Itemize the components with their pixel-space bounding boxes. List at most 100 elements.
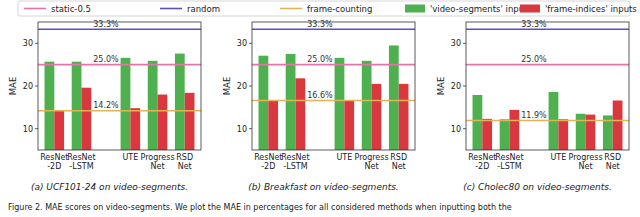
legend-label: random	[187, 4, 220, 14]
y-tick-label: 10	[451, 125, 461, 134]
bar	[81, 88, 91, 150]
y-tick-label: 30	[23, 39, 33, 48]
x-tick-line: Net	[606, 162, 620, 171]
y-tick-label: 30	[237, 39, 247, 48]
legend-frame	[18, 1, 630, 16]
legend-label: static-0.5	[51, 4, 91, 14]
reference-label: 14.2%	[93, 101, 119, 110]
reference-line	[466, 120, 629, 122]
reference-label: 25.0%	[521, 55, 547, 64]
bar	[399, 84, 409, 150]
x-tick-label: UTE	[122, 153, 138, 162]
x-tick-label: ProgressNet	[354, 153, 388, 171]
bar	[558, 119, 568, 150]
legend-line	[280, 8, 302, 10]
bar	[259, 56, 269, 150]
plot-frame	[466, 22, 629, 150]
y-tick	[463, 86, 466, 87]
y-tick	[249, 43, 252, 44]
x-tick-line: -LSTM	[497, 162, 521, 171]
bar	[482, 119, 492, 150]
x-tick-line: Progress	[140, 153, 174, 162]
x-tick-line: ResNet	[67, 153, 95, 162]
reference-label: 33.3%	[307, 20, 333, 29]
x-tick-line: RSD	[604, 153, 621, 162]
x-tick-line: -LSTM	[283, 162, 307, 171]
x-tick-label: UTE	[550, 153, 566, 162]
x-tick-label: ResNet-LSTM	[67, 153, 95, 171]
x-tick-label: UTE	[336, 153, 352, 162]
reference-label: 33.3%	[93, 20, 119, 29]
bar	[72, 62, 82, 150]
x-tick-line: ResNet	[254, 153, 282, 162]
x-tick-line: UTE	[122, 153, 138, 162]
legend-label: 'video-segments' inputs	[430, 4, 532, 14]
bar	[158, 95, 168, 150]
bar	[286, 54, 296, 150]
x-tick-label: RSDNet	[176, 153, 193, 171]
reference-line	[38, 110, 201, 112]
x-tick-label: ProgressNet	[568, 153, 602, 171]
reference-label: 16.6%	[307, 91, 333, 100]
x-tick-line: Progress	[354, 153, 388, 162]
legend-line	[24, 8, 46, 10]
bar	[372, 84, 382, 150]
panel: 25.0%33.3%16.6%102030MAEResNet-2DResNet-…	[222, 20, 415, 192]
bar	[54, 111, 64, 150]
legend-label: 'frame-indices' inputs	[545, 4, 637, 14]
bar	[175, 54, 185, 150]
bars	[38, 29, 201, 150]
panel: 25.0%33.3%11.9%102030MAEResNet-2DResNet-…	[436, 20, 629, 192]
panel: 25.0%33.3%14.2%102030MAEResNet-2DResNet-…	[8, 20, 201, 192]
plot-frame	[38, 22, 201, 150]
reference-line	[38, 64, 201, 66]
x-tick-line: ResNet	[495, 153, 523, 162]
y-tick-label: 20	[237, 82, 247, 91]
bar	[185, 93, 195, 150]
x-tick-line: -2D	[475, 162, 489, 171]
legend-label: frame-counting	[307, 4, 372, 14]
bars	[252, 29, 415, 150]
figure: static-0.5 random frame-counting 'video-seg…	[0, 0, 640, 217]
bar	[295, 78, 305, 150]
legend-swatch	[405, 5, 425, 13]
reference-label: 25.0%	[93, 55, 119, 64]
x-tick-label: ResNet-LSTM	[495, 153, 523, 171]
reference-line	[466, 64, 629, 66]
x-tick-line: Net	[579, 162, 593, 171]
x-tick-line: RSD	[176, 153, 193, 162]
x-tick-label: ProgressNet	[140, 153, 174, 171]
reference-line	[466, 28, 629, 30]
reference-line	[252, 100, 415, 102]
y-tick	[463, 43, 466, 44]
bar	[473, 95, 483, 150]
x-tick-line: Net	[392, 162, 406, 171]
y-axis-label: MAE	[8, 77, 18, 96]
x-tick-line: ResNet	[40, 153, 68, 162]
x-tick-line: Net	[365, 162, 379, 171]
reference-label: 33.3%	[521, 20, 547, 29]
bar	[130, 108, 140, 150]
x-tick-label: ResNet-LSTM	[281, 153, 309, 171]
bar	[45, 62, 55, 150]
x-tick-line: -2D	[47, 162, 61, 171]
y-tick	[463, 128, 466, 129]
panel-title: (a) UCF101-24 on video-segments.	[31, 182, 188, 192]
bars	[466, 29, 629, 150]
x-tick-label: ResNet-2D	[254, 153, 282, 171]
y-tick-label: 20	[451, 82, 461, 91]
bar	[335, 58, 345, 150]
legend-swatch	[520, 5, 540, 13]
y-tick	[35, 86, 38, 87]
y-axis-label: MAE	[436, 77, 446, 96]
bar	[389, 45, 399, 150]
x-tick-label: ResNet-2D	[40, 153, 68, 171]
reference-line	[252, 64, 415, 66]
plot-frame	[252, 22, 415, 150]
x-tick-line: Net	[151, 162, 165, 171]
x-tick-line: ResNet	[281, 153, 309, 162]
x-tick-label: ResNet-2D	[468, 153, 496, 171]
x-tick-line: -LSTM	[69, 162, 93, 171]
y-axis-label: MAE	[222, 77, 232, 96]
y-tick	[35, 128, 38, 129]
